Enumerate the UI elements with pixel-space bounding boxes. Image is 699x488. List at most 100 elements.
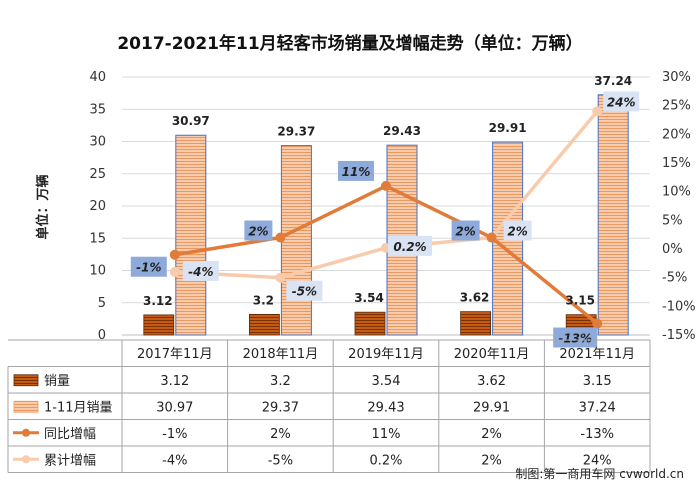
left-tick-label: 30 (89, 135, 106, 150)
legend-series-name: 销量 (44, 374, 70, 389)
table-cell: -4% (162, 453, 187, 468)
cumulative-growth-label: 0.2% (393, 240, 426, 254)
bar-sales (143, 314, 175, 336)
point-cumulative-growth (592, 106, 603, 117)
right-axis-ticks: -15% -10% -5% 0% 5% 10% 15% 20% 25% 30% (662, 70, 696, 343)
right-tick-label: 15% (662, 156, 691, 171)
category-label: 2019年11月 (348, 347, 424, 362)
cumulative-growth-label-box (603, 91, 640, 112)
point-yoy-growth (381, 180, 391, 191)
category-label: 2017年11月 (137, 347, 213, 362)
left-tick-label: 0 (98, 328, 106, 343)
table-cell: -5% (268, 453, 293, 468)
table-cell: 29.91 (473, 400, 510, 415)
left-tick-label: 25 (89, 167, 106, 182)
yoy-growth-label-box (553, 327, 598, 348)
right-tick-label: -15% (662, 328, 696, 343)
bar-sales-label: 3.12 (143, 294, 173, 308)
right-tick-label: 5% (662, 213, 683, 228)
yoy-growth-label: -13% (558, 332, 592, 346)
point-yoy-growth (169, 249, 180, 260)
right-tick-label: 0% (662, 242, 683, 257)
left-tick-label: 20 (89, 199, 106, 214)
table-cell: 3.62 (477, 374, 506, 389)
data-table: 2017年11月 2018年11月 2019年11月 2020年11月 2021年11月… (7, 339, 651, 473)
cumulative-growth-label: 2% (507, 225, 527, 239)
line-series (169, 106, 603, 329)
bar-sales-label: 3.54 (354, 291, 384, 305)
table-cell: 30.97 (156, 400, 193, 415)
right-tick-label: 10% (662, 185, 691, 200)
cumulative-growth-label: -5% (292, 285, 317, 299)
category-label: 2020年11月 (454, 347, 530, 362)
bar-cumulative (175, 134, 207, 336)
cumulative-growth-label-box (182, 260, 219, 281)
right-tick-label: 30% (662, 70, 691, 85)
yoy-growth-label: 2% (455, 225, 475, 239)
table-cell: 2% (481, 427, 502, 442)
bar-cumulative-label: 29.37 (277, 125, 315, 139)
bar-cumulative-label: 29.91 (489, 121, 527, 135)
cumulative-growth-label: -4% (188, 265, 213, 279)
table-cell: 11% (372, 427, 401, 442)
yoy-growth-label: 2% (248, 225, 268, 239)
point-yoy-growth (275, 232, 286, 243)
table-cell: 24% (583, 453, 612, 468)
table-cell: 0.2% (369, 453, 402, 468)
left-tick-label: 10 (89, 264, 106, 279)
yoy-growth-label-box (338, 160, 374, 181)
yoy-growth-label: 11% (342, 165, 371, 179)
cumulative-growth-label: 24% (607, 95, 636, 109)
yoy-growth-label-box (244, 220, 273, 241)
table-cell: -13% (580, 427, 614, 442)
table-cell: 3.15 (583, 374, 612, 389)
table-cell: 2% (270, 427, 291, 442)
point-cumulative-growth (169, 266, 180, 277)
left-tick-label: 40 (89, 70, 106, 85)
point-cumulative-growth (275, 272, 286, 283)
legend-series-name: 1-11月销量 (44, 400, 113, 415)
cumulative-growth-label-box (388, 235, 432, 256)
bar-cumulative-label: 29.43 (383, 124, 421, 138)
bar-cumulative-label: 37.24 (594, 74, 632, 88)
bar-sales-label: 3.2 (253, 293, 274, 307)
table-cell: 3.2 (270, 374, 291, 389)
y-axis-label: 单位：万辆 (35, 174, 51, 239)
right-tick-label: 25% (662, 99, 691, 114)
category-label: 2018年11月 (243, 347, 319, 362)
legend-key-marker (22, 428, 30, 437)
left-tick-label: 5 (98, 296, 106, 311)
table-cell: 3.54 (372, 374, 401, 389)
legend-series-name: 累计增幅 (44, 453, 96, 468)
bar-sales (354, 311, 386, 336)
point-yoy-growth (486, 232, 497, 243)
right-tick-label: 20% (662, 127, 691, 142)
table-cell: -1% (162, 427, 187, 442)
right-tick-label: -10% (662, 299, 696, 314)
right-tick-label: -5% (662, 271, 687, 286)
bar-sales-label: 3.15 (565, 294, 595, 308)
legend-key-sales (13, 374, 39, 387)
chart-title: 2017-2021年11月轻客市场销量及增幅走势（单位：万辆） (117, 33, 582, 54)
bar-cumulative (597, 94, 629, 336)
table-cell: 37.24 (579, 400, 616, 415)
table-cell: 29.37 (262, 400, 299, 415)
source-note: 制图:第一商用车网 cvworld.cn (515, 466, 684, 481)
table-cell: 3.12 (160, 374, 189, 389)
left-tick-label: 15 (89, 231, 106, 246)
legend-key-cumulative (13, 400, 39, 413)
bar-cumulative (280, 145, 312, 336)
point-yoy-growth (592, 318, 603, 329)
yoy-growth-label: -1% (136, 261, 161, 275)
left-tick-label: 35 (89, 102, 106, 117)
cumulative-growth-label-box (286, 280, 323, 301)
bar-series (143, 94, 629, 336)
legend-series-name: 同比增幅 (44, 427, 96, 442)
bar-sales (460, 311, 492, 336)
category-label: 2021年11月 (559, 347, 635, 362)
yoy-growth-label-box (451, 220, 480, 241)
bar-cumulative-label: 30.97 (172, 114, 210, 128)
bar-sales (248, 313, 280, 336)
left-axis-ticks: 0 5 10 15 20 25 30 35 40 (89, 70, 106, 343)
data-labels: 3.12 30.97 3.2 29.37 3.54 29.43 3.62 29.91 3.15 3… (130, 74, 640, 348)
